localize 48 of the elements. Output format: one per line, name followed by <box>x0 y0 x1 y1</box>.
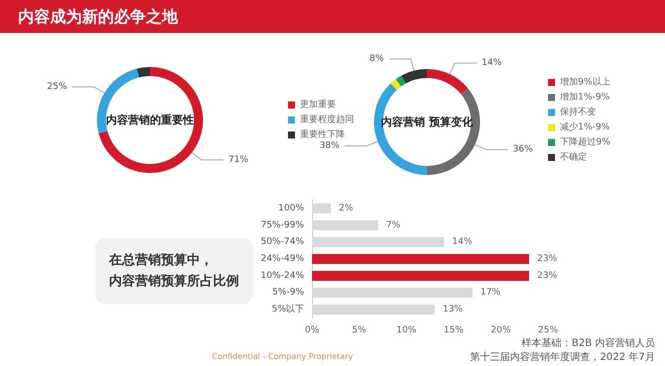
y-tick-label: 5%以下 <box>272 304 304 315</box>
data-label: 17% <box>480 288 501 298</box>
data-label: 8% <box>370 54 384 64</box>
data-label: 36% <box>512 144 534 155</box>
legend-label: 保持不变 <box>560 106 596 118</box>
data-label: 7% <box>386 220 401 230</box>
bar <box>312 203 331 214</box>
data-label: 38% <box>320 140 340 151</box>
legend-label: 增加1%-9% <box>559 92 610 102</box>
y-tick-label: 5%-9% <box>272 288 304 298</box>
data-label: 13% <box>442 304 464 315</box>
legend-label: 更加重要 <box>300 99 336 110</box>
x-tick-label: 20% <box>490 326 512 336</box>
text: 在总营销预算中，内容营销预算所占比例 <box>108 252 239 289</box>
bar <box>312 288 472 298</box>
text: Confidential - Company Proprietary <box>212 352 353 361</box>
bar <box>312 254 530 264</box>
x-tick-label: 0% <box>304 326 320 336</box>
x-tick-label: 25% <box>538 326 558 336</box>
y-tick-label: 75%-99% <box>260 220 304 230</box>
bar <box>312 270 530 281</box>
text: 内容成为新的必争之地 <box>0 0 665 33</box>
legend-label: 增加9%以上 <box>559 76 610 88</box>
text: 样本基础：B2B 内容营销人员 <box>522 336 655 350</box>
legend-label: 重要性下降 <box>300 129 345 140</box>
y-tick-label: 100% <box>278 203 304 214</box>
legend-label: 重要程度趋同 <box>300 114 354 125</box>
legend-label: 下降超过9% <box>560 136 611 148</box>
data-label: 23% <box>537 270 558 281</box>
bar <box>312 237 444 248</box>
data-label: 25% <box>47 82 68 92</box>
data-label: 14% <box>482 58 502 68</box>
bar <box>312 304 435 315</box>
text: 第十三届内容营销年度调查，2022 年7月 <box>470 350 655 364</box>
text: 内容营销的重要性 <box>106 114 194 126</box>
data-label: 71% <box>228 154 249 165</box>
bar <box>312 220 378 230</box>
data-label: 14% <box>452 237 473 248</box>
x-tick-label: 5% <box>352 326 367 336</box>
y-tick-label: 50%-74% <box>260 237 304 248</box>
y-tick-label: 10%-24% <box>260 270 304 281</box>
data-label: 2% <box>338 203 354 214</box>
x-tick-label: 10% <box>396 326 417 336</box>
legend-label: 不确定 <box>560 152 587 162</box>
x-tick-label: 15% <box>444 326 464 336</box>
y-tick-label: 24%-49% <box>260 254 304 264</box>
data-label: 23% <box>537 254 558 264</box>
legend-label: 减少1%-9% <box>560 122 610 132</box>
